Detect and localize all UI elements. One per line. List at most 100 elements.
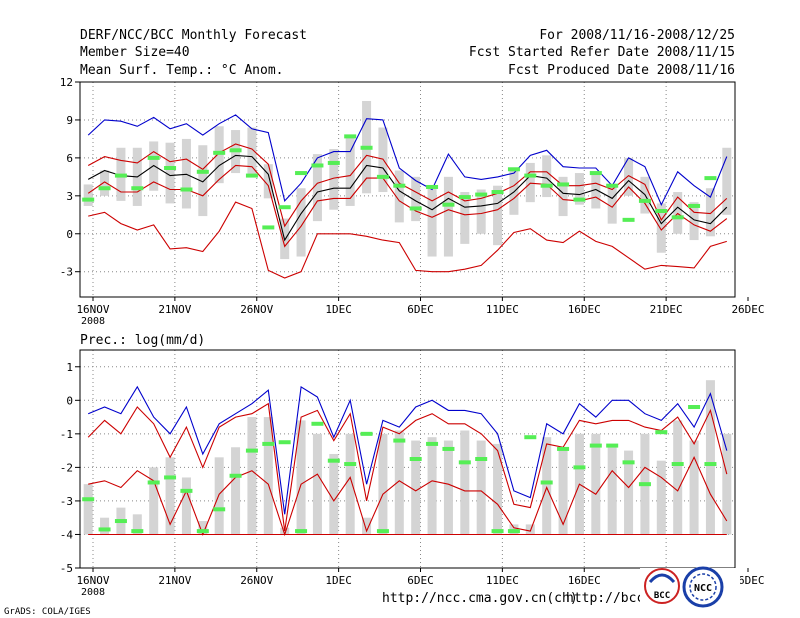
prec-median-mark <box>442 446 455 451</box>
temp-ytick-label: 9 <box>66 114 73 127</box>
prec-median-mark <box>704 462 717 467</box>
temp-median-mark <box>278 205 291 210</box>
temp-bar <box>83 184 93 206</box>
prec-median-mark <box>147 480 160 485</box>
prec-bar <box>83 484 93 535</box>
prec-bar <box>296 420 306 535</box>
prec-median-mark <box>589 443 602 448</box>
prec-median-mark <box>540 480 553 485</box>
prec-median-mark <box>409 457 422 461</box>
temp-xtick-label: 16NOV <box>76 303 109 316</box>
temp-median-mark <box>655 209 668 213</box>
prec-bar <box>345 433 355 535</box>
temp-bar <box>443 176 453 257</box>
temp-bar <box>509 170 519 215</box>
temp-bar <box>312 154 322 222</box>
header-temp-label: Mean Surf. Temp.: °C Anom. <box>80 63 284 78</box>
temp-mean-line <box>87 154 728 242</box>
temp-ytick-label: 3 <box>66 190 73 203</box>
prec-bar <box>378 433 388 535</box>
prec-median-mark <box>393 438 406 443</box>
prec-bar <box>689 440 699 535</box>
prec-median-mark <box>458 460 471 465</box>
prec-median-mark <box>655 430 668 435</box>
grads-credit: GrADS: COLA/IGES <box>4 607 91 617</box>
prec-median-mark <box>278 440 291 445</box>
temp-upper-line <box>87 143 728 228</box>
bcc-logo-text: BCC <box>654 591 670 601</box>
temp-median-mark <box>491 190 504 195</box>
prec-bar <box>231 447 241 535</box>
temp-bar <box>591 173 601 209</box>
temp-median-mark <box>295 171 308 176</box>
temp-xtick-label: 16DEC <box>568 303 601 316</box>
prec-bar <box>132 514 142 535</box>
prec-bar <box>312 433 322 535</box>
temp-ytick-label: 12 <box>60 76 73 89</box>
prec-median-mark <box>671 462 684 467</box>
prec-median-mark <box>638 482 651 487</box>
bcc-logo-arc <box>648 573 676 584</box>
prec-bar <box>100 517 110 535</box>
temp-median-mark <box>344 134 357 139</box>
temp-bar <box>542 155 552 198</box>
temp-xtick-label: 21NOV <box>158 303 191 316</box>
temp-bar <box>427 188 437 257</box>
prec-bar <box>656 460 666 535</box>
temp-ytick-label: -3 <box>60 266 73 279</box>
url-bcc[interactable]: http://bcc. <box>566 591 652 606</box>
prec-bar <box>705 380 715 535</box>
temp-median-mark <box>458 195 471 200</box>
temp-median-mark <box>606 183 619 188</box>
prec-ytick-label: -4 <box>60 528 74 541</box>
url-cma[interactable]: http://ncc.cma.gov.cn(ch) <box>382 591 578 606</box>
prec-ytick-label: -3 <box>60 495 73 508</box>
temp-xtick-year: 2008 <box>81 316 105 327</box>
prec-ytick-label: 1 <box>66 361 73 374</box>
prec-xtick-label: 16DEC <box>568 574 601 587</box>
temp-median-mark <box>622 217 635 222</box>
prec-xtick-label: 1DEC <box>325 574 352 587</box>
prec-bar <box>181 477 191 535</box>
temp-lower-line <box>87 164 728 248</box>
temp-bar <box>263 164 273 199</box>
prec-bar <box>247 417 257 535</box>
temp-median-mark <box>704 176 717 181</box>
temp-median-mark <box>507 167 520 172</box>
prec-bar <box>411 440 421 535</box>
temp-bar <box>689 202 699 241</box>
prec-median-mark <box>606 443 619 448</box>
temp-frame <box>79 81 736 298</box>
temp-median-mark <box>147 155 160 160</box>
prec-xtick-label: 26NOV <box>240 574 273 587</box>
prec-median-mark <box>327 458 340 463</box>
temp-xtick-label: 26NOV <box>240 303 273 316</box>
prec-median-marks <box>82 405 717 534</box>
temp-bar <box>100 170 110 196</box>
temp-xtick-label: 26DEC <box>731 303 764 316</box>
temp-median-mark <box>573 197 586 202</box>
temp-median-mark <box>589 171 602 176</box>
temp-bar <box>247 127 257 177</box>
temp-bar <box>198 145 208 217</box>
prec-median-mark <box>98 527 111 532</box>
prec-bars <box>83 380 732 535</box>
prec-median-mark <box>114 519 127 524</box>
prec-grid <box>80 350 735 568</box>
temp-median-mark <box>524 173 537 178</box>
prec-bar <box>624 450 634 535</box>
header-period: For 2008/11/16-2008/12/25 <box>539 28 735 43</box>
prec-median-mark <box>311 421 324 426</box>
prec-bar <box>542 437 552 535</box>
ncc-logo-inner-ring <box>689 573 717 601</box>
prec-xtick-label: 21NOV <box>158 574 191 587</box>
prec-bar <box>443 440 453 535</box>
prec-ytick-label: -1 <box>60 428 73 441</box>
prec-bar <box>525 524 535 535</box>
prec-upper-line <box>87 402 728 532</box>
prec-bar <box>198 521 208 535</box>
header-start-date: Fcst Started Refer Date 2008/11/15 <box>469 45 735 60</box>
prec-bar <box>558 450 568 535</box>
temp-median-mark <box>409 206 422 211</box>
